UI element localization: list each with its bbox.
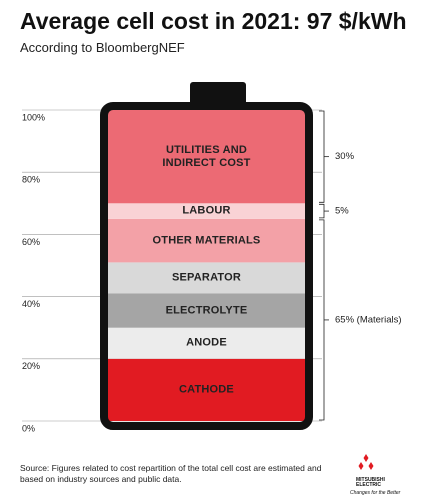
tagline: Changes for the Better — [350, 490, 401, 496]
title: Average cell cost in 2021: 97 $/kWh — [20, 8, 407, 34]
y-tick-label: 0% — [22, 423, 35, 433]
segment-label: UTILITIES AND INDIRECT COST — [162, 143, 251, 169]
bracket — [319, 110, 329, 203]
segment — [108, 293, 305, 328]
segment — [108, 110, 305, 204]
source-note: Source: Figures related to cost repartit… — [20, 463, 322, 484]
y-tick-label: 40% — [22, 299, 40, 309]
segment — [108, 327, 305, 359]
segment-label: CATHODE — [179, 383, 234, 396]
logo-diamond — [368, 462, 374, 470]
segment — [108, 358, 305, 421]
segment-label: ELECTROLYTE — [165, 304, 248, 317]
battery-body — [100, 102, 313, 430]
segment-label: LABOUR — [182, 204, 231, 217]
bracket-label: 65% (Materials) — [335, 314, 402, 325]
segment — [108, 262, 305, 294]
segment-label: SEPARATOR — [171, 271, 242, 284]
logo-diamond — [358, 462, 364, 470]
brand: MITSUBISHI ELECTRIC — [356, 477, 385, 488]
battery-terminal — [190, 82, 246, 106]
segment-label: OTHER MATERIALS — [152, 234, 261, 247]
segment — [108, 203, 305, 219]
bracket-line — [319, 110, 325, 203]
y-tick-label: 100% — [22, 112, 45, 122]
bracket — [319, 219, 329, 421]
segment — [108, 218, 305, 263]
bracket — [319, 203, 329, 219]
bracket-label: 5% — [335, 206, 349, 217]
logo-diamond — [363, 454, 369, 462]
bracket-line — [319, 203, 325, 219]
bracket-line — [319, 219, 325, 421]
bracket-label: 30% — [335, 151, 355, 162]
segment-label: ANODE — [186, 336, 227, 349]
y-tick-label: 60% — [22, 237, 40, 247]
y-tick-label: 80% — [22, 175, 40, 185]
y-tick-label: 20% — [22, 361, 40, 371]
subtitle: According to BloombergNEF — [20, 40, 185, 55]
